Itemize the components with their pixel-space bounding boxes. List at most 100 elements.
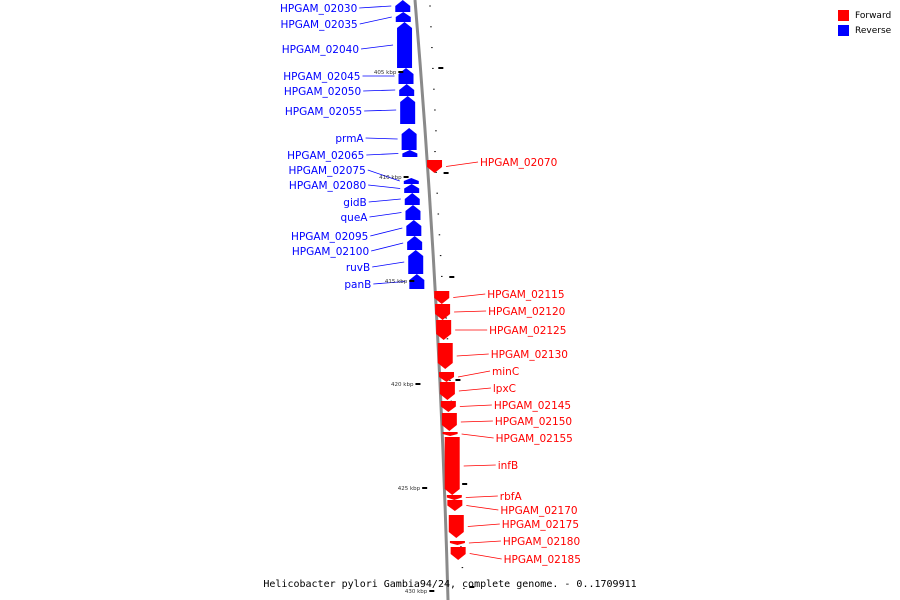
gene-leader-line: [373, 281, 406, 285]
gene-track: HPGAM_02030 HPGAM_02035 HPGAM_02040 HPGAM_0…: [280, 0, 581, 566]
gene-arrow-queA[interactable]: [405, 205, 421, 220]
gene-label-HPGAM_02100[interactable]: HPGAM_02100: [292, 246, 369, 258]
gene-label-HPGAM_02030[interactable]: HPGAM_02030: [280, 3, 357, 15]
legend-reverse-label: Reverse: [855, 25, 892, 36]
gene-leader-line: [454, 310, 487, 313]
gene-label-prmA[interactable]: prmA: [335, 133, 364, 145]
gene-leader-line: [458, 387, 491, 392]
gene-label-HPGAM_02075[interactable]: HPGAM_02075: [289, 165, 366, 177]
gene-arrow-HPGAM_02130[interactable]: [437, 343, 453, 369]
gene-label-rbfA[interactable]: rbfA: [500, 491, 523, 503]
gene-label-HPGAM_02040[interactable]: HPGAM_02040: [282, 44, 359, 56]
gene-leader-line: [359, 5, 392, 9]
gene-arrow-HPGAM_02100[interactable]: [407, 236, 423, 250]
gene-arrow-ruvB[interactable]: [408, 250, 424, 274]
gene-label-HPGAM_02120[interactable]: HPGAM_02120: [488, 306, 565, 318]
legend-forward: Forward: [838, 8, 891, 23]
gene-arrow-HPGAM_02045[interactable]: [398, 68, 414, 84]
gene-arrow-lpxC[interactable]: [439, 382, 455, 400]
gene-label-gidB[interactable]: gidB: [343, 197, 366, 209]
gene-arrow-HPGAM_02040[interactable]: [397, 22, 413, 68]
gene-leader-line: [371, 242, 404, 252]
gene-label-HPGAM_02095[interactable]: HPGAM_02095: [291, 231, 368, 243]
kbp-label: 430 kbp: [405, 589, 428, 595]
gene-label-HPGAM_02175[interactable]: HPGAM_02175: [502, 519, 579, 531]
gene-label-ruvB[interactable]: ruvB: [346, 262, 370, 274]
gene-label-HPGAM_02125[interactable]: HPGAM_02125: [489, 325, 566, 337]
gene-arrow-prmA[interactable]: [401, 128, 417, 150]
gene-leader-line: [460, 420, 493, 423]
gene-leader-line: [459, 404, 492, 407]
gene-label-HPGAM_02035[interactable]: HPGAM_02035: [280, 19, 357, 31]
gene-label-HPGAM_02045[interactable]: HPGAM_02045: [283, 71, 360, 83]
gene-leader-line: [367, 169, 400, 182]
gene-arrow-HPGAM_02055[interactable]: [400, 96, 416, 124]
gene-leader-line: [467, 523, 500, 527]
gene-arrow-panB[interactable]: [409, 274, 425, 289]
gene-arrow-HPGAM_02125[interactable]: [436, 320, 452, 340]
gene-arrow-HPGAM_02115[interactable]: [434, 291, 450, 304]
gene-label-lpxC[interactable]: lpxC: [493, 383, 516, 395]
gene-label-HPGAM_02130[interactable]: HPGAM_02130: [491, 349, 568, 361]
gene-label-HPGAM_02070[interactable]: HPGAM_02070: [480, 157, 557, 169]
gene-arrow-HPGAM_02095[interactable]: [406, 220, 422, 236]
gene-label-HPGAM_02180[interactable]: HPGAM_02180: [503, 536, 580, 548]
gene-arrow-HPGAM_02065[interactable]: [402, 150, 418, 157]
gene-label-HPGAM_02115[interactable]: HPGAM_02115: [487, 289, 564, 301]
gene-leader-line: [469, 553, 502, 560]
axis-labels: 405 kbp 410 kbp 415 kbp 420 kbp 425 kbp 430 k…: [374, 67, 475, 595]
gene-leader-line: [364, 109, 397, 112]
gene-label-HPGAM_02145[interactable]: HPGAM_02145: [494, 400, 571, 412]
gene-arrow-rbfA[interactable]: [446, 495, 462, 500]
gene-arrow-HPGAM_02150[interactable]: [441, 413, 457, 431]
legend-forward-label: Forward: [855, 10, 892, 21]
gene-leader-line: [372, 261, 405, 268]
gene-leader-line: [463, 464, 496, 467]
gene-label-HPGAM_02185[interactable]: HPGAM_02185: [504, 554, 581, 566]
gene-arrow-HPGAM_02075[interactable]: [403, 178, 419, 184]
gene-arrow-HPGAM_02155[interactable]: [442, 432, 458, 436]
gene-leader-line: [359, 16, 392, 25]
gene-arrow-HPGAM_02080[interactable]: [404, 184, 420, 193]
gene-label-infB[interactable]: infB: [498, 460, 518, 472]
gene-arrow-HPGAM_02050[interactable]: [399, 84, 415, 96]
gene-leader-line: [360, 44, 394, 50]
genome-caption: Helicobacter pylori Gambia94/24, complet…: [263, 579, 637, 590]
gene-arrow-infB[interactable]: [444, 437, 460, 495]
gene-arrow-HPGAM_02180[interactable]: [449, 541, 465, 545]
gene-leader-line: [365, 137, 398, 140]
gene-arrow-HPGAM_02070[interactable]: [427, 160, 443, 173]
gene-label-queA[interactable]: queA: [341, 212, 369, 224]
gene-label-HPGAM_02155[interactable]: HPGAM_02155: [496, 433, 573, 445]
gene-leader-line: [363, 89, 396, 92]
gene-arrow-HPGAM_02185[interactable]: [450, 547, 466, 560]
gene-arrow-HPGAM_02030[interactable]: [395, 0, 411, 12]
kbp-label: 415 kbp: [385, 279, 408, 285]
gene-leader-line: [445, 161, 479, 167]
gene-arrow-HPGAM_02170[interactable]: [447, 500, 463, 511]
gene-arrow-HPGAM_02175[interactable]: [448, 515, 464, 538]
forward-swatch: [838, 10, 849, 21]
gene-label-panB[interactable]: panB: [344, 279, 371, 291]
gene-label-HPGAM_02080[interactable]: HPGAM_02080: [289, 180, 366, 192]
kbp-label: 420 kbp: [391, 382, 414, 388]
gene-label-minC[interactable]: minC: [492, 366, 519, 378]
gene-arrow-HPGAM_02120[interactable]: [435, 304, 451, 320]
legend-reverse: Reverse: [838, 23, 891, 38]
kbp-label: 405 kbp: [374, 70, 397, 76]
gene-leader-line: [368, 198, 401, 203]
gene-label-HPGAM_02170[interactable]: HPGAM_02170: [500, 505, 577, 517]
gene-arrow-minC[interactable]: [439, 372, 455, 382]
gene-arrow-HPGAM_02145[interactable]: [440, 401, 456, 412]
gene-arrow-HPGAM_02035[interactable]: [395, 12, 411, 22]
gene-leader-line: [456, 353, 489, 357]
gene-label-HPGAM_02050[interactable]: HPGAM_02050: [284, 86, 361, 98]
gene-leader-line: [453, 293, 486, 298]
gene-label-HPGAM_02055[interactable]: HPGAM_02055: [285, 106, 362, 118]
gene-label-HPGAM_02065[interactable]: HPGAM_02065: [287, 150, 364, 162]
gene-arrow-gidB[interactable]: [404, 193, 420, 205]
gene-leader-line: [468, 540, 501, 544]
legend: Forward Reverse: [838, 8, 891, 38]
gene-label-HPGAM_02150[interactable]: HPGAM_02150: [495, 416, 572, 428]
